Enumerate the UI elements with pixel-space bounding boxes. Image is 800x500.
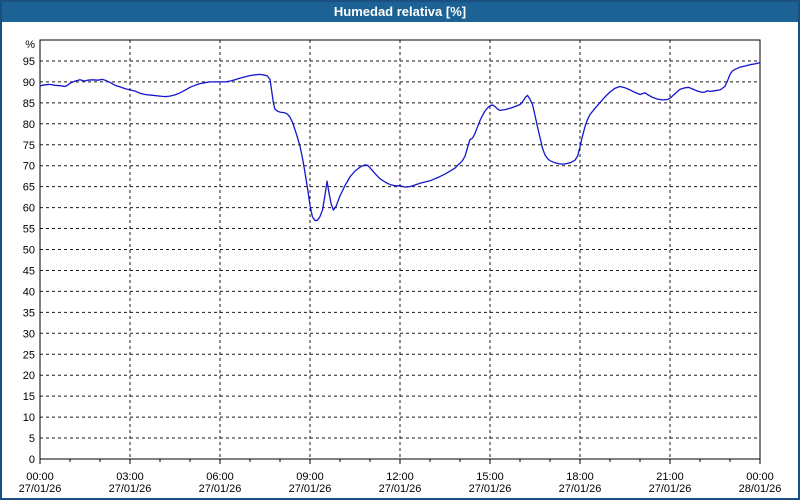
y-axis-label: 30 bbox=[23, 328, 35, 340]
y-axis-label: 85 bbox=[23, 98, 35, 110]
x-axis-date-label: 27/01/26 bbox=[109, 483, 152, 495]
x-axis-date-label: 27/01/26 bbox=[379, 483, 422, 495]
x-axis-time-label: 21:00 bbox=[656, 471, 684, 483]
y-axis-label: 40 bbox=[23, 286, 35, 298]
x-axis-time-label: 06:00 bbox=[206, 471, 234, 483]
y-axis-label: 75 bbox=[23, 140, 35, 152]
y-axis-unit-label: % bbox=[25, 39, 35, 51]
y-axis-label: 0 bbox=[29, 454, 35, 466]
x-axis-date-label: 27/01/26 bbox=[649, 483, 692, 495]
y-axis-label: 50 bbox=[23, 245, 35, 257]
y-axis-label: 70 bbox=[23, 161, 35, 173]
y-axis-label: 65 bbox=[23, 182, 35, 194]
x-axis-date-label: 27/01/26 bbox=[469, 483, 512, 495]
x-axis-date-label: 27/01/26 bbox=[19, 483, 62, 495]
y-axis-label: 15 bbox=[23, 391, 35, 403]
x-axis-time-label: 09:00 bbox=[296, 471, 324, 483]
x-axis-time-label: 00:00 bbox=[26, 471, 54, 483]
title-bar: Humedad relativa [%] bbox=[2, 2, 798, 22]
x-axis-time-label: 15:00 bbox=[476, 471, 504, 483]
chart-title: Humedad relativa [%] bbox=[333, 4, 467, 19]
x-axis-time-label: 18:00 bbox=[566, 471, 594, 483]
y-axis-label: 35 bbox=[23, 307, 35, 319]
y-axis-label: 90 bbox=[23, 77, 35, 89]
y-axis-label: 10 bbox=[23, 412, 35, 424]
humidity-chart: 0 5 10 15 20 25 30 35 40 45 50 55 60 65 70 75 80 85 90 95% 0… bbox=[19, 39, 782, 495]
x-axis-time-label: 00:00 bbox=[746, 471, 774, 483]
x-axis-date-label: 27/01/26 bbox=[199, 483, 242, 495]
y-axis-label: 5 bbox=[29, 433, 35, 445]
x-axis-date-label: 27/01/26 bbox=[559, 483, 602, 495]
y-axis-label: 45 bbox=[23, 265, 35, 277]
y-axis-label: 95 bbox=[23, 56, 35, 68]
data-line-humedad-relativa bbox=[39, 61, 761, 222]
x-axis-date-label: 27/01/26 bbox=[289, 483, 332, 495]
x-axis-time-label: 03:00 bbox=[116, 471, 144, 483]
chart-area: 0 5 10 15 20 25 30 35 40 45 50 55 60 65 70 75 80 85 90 95% 0… bbox=[2, 22, 798, 498]
x-axis-date-label: 28/01/26 bbox=[739, 483, 782, 495]
y-axis-label: 20 bbox=[23, 370, 35, 382]
y-axis-label: 25 bbox=[23, 349, 35, 361]
y-axis-label: 80 bbox=[23, 119, 35, 131]
plot-border bbox=[39, 39, 761, 460]
x-axis-time-label: 12:00 bbox=[386, 471, 414, 483]
y-axis-label: 55 bbox=[23, 224, 35, 236]
y-axis-label: 60 bbox=[23, 203, 35, 215]
